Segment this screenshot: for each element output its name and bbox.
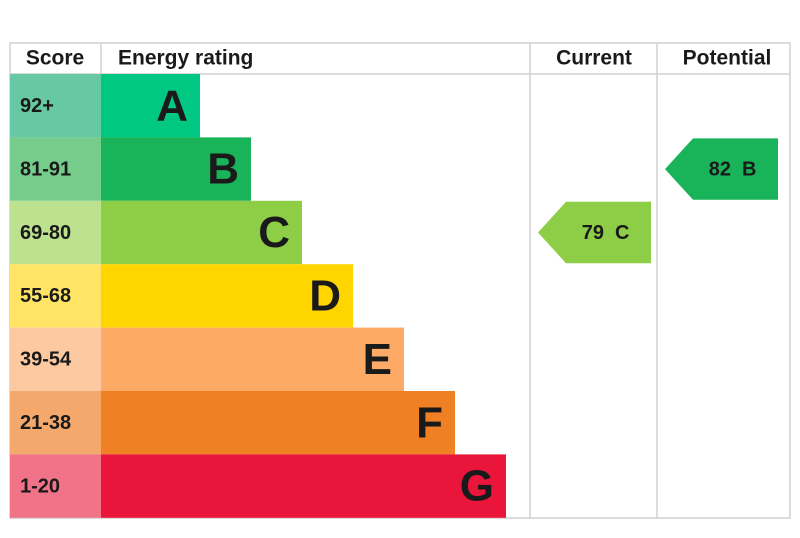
score-cell bbox=[10, 454, 101, 518]
score-label: 92+ bbox=[20, 95, 54, 117]
rating-bar bbox=[101, 137, 251, 201]
rating-bar bbox=[101, 454, 506, 518]
rating-bar bbox=[101, 200, 302, 265]
header-score: Score bbox=[26, 47, 84, 70]
rating-bar bbox=[101, 391, 455, 455]
score-cell bbox=[10, 137, 101, 201]
rating-letter: A bbox=[156, 81, 188, 130]
rating-letter: F bbox=[416, 398, 443, 447]
potential-arrow bbox=[665, 138, 778, 200]
score-cell bbox=[10, 74, 101, 138]
rating-letter: C bbox=[258, 208, 290, 257]
rating-bar bbox=[101, 74, 200, 138]
score-cell bbox=[10, 264, 101, 328]
rating-bar bbox=[101, 264, 353, 328]
score-label: 21-38 bbox=[20, 412, 71, 434]
score-label: 69-80 bbox=[20, 222, 71, 244]
current-value: 79 bbox=[582, 222, 604, 244]
header-current: Current bbox=[556, 47, 632, 70]
score-cell bbox=[10, 391, 101, 455]
score-cell bbox=[10, 200, 101, 265]
score-label: 55-68 bbox=[20, 285, 71, 307]
potential-value: 82 bbox=[709, 158, 731, 180]
score-label: 1-20 bbox=[20, 475, 60, 497]
rating-letter: E bbox=[363, 335, 392, 384]
header-potential: Potential bbox=[683, 47, 772, 70]
score-cell bbox=[10, 327, 101, 391]
header-rating: Energy rating bbox=[118, 47, 253, 70]
rating-bar bbox=[101, 327, 404, 391]
current-arrow bbox=[538, 201, 651, 264]
current-letter: C bbox=[615, 222, 629, 244]
score-label: 39-54 bbox=[20, 349, 72, 371]
rating-letter: D bbox=[309, 272, 341, 321]
score-label: 81-91 bbox=[20, 158, 71, 180]
rating-letter: B bbox=[207, 145, 239, 194]
potential-letter: B bbox=[742, 158, 756, 180]
rating-letter: G bbox=[460, 462, 494, 511]
